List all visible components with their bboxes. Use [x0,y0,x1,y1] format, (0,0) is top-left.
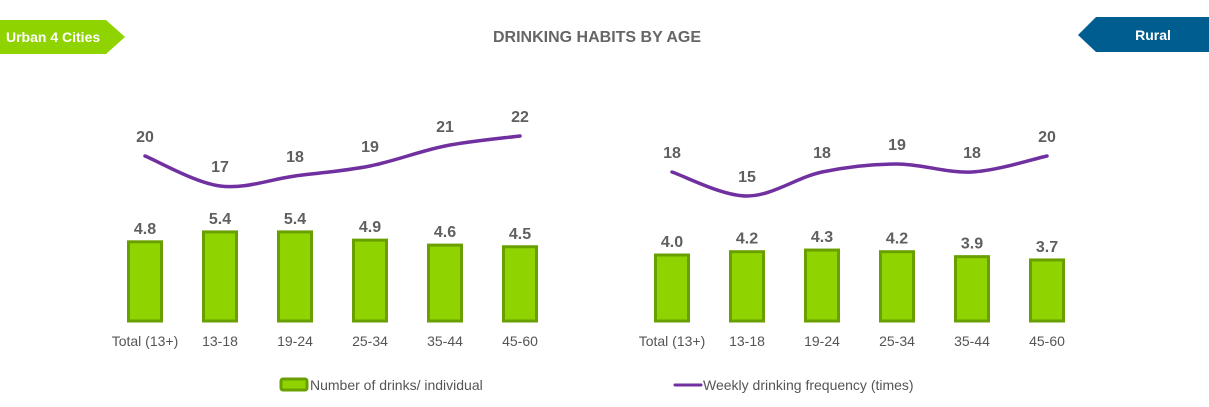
bar [879,250,915,323]
x-tick-label: 25-34 [879,333,915,349]
bar-value-label: 4.6 [434,224,456,241]
x-tick-label: Total (13+) [112,333,179,349]
bar-value-label: 4.3 [811,229,833,246]
x-tick-label: 13-18 [202,333,238,349]
line-value-label: 20 [1038,129,1056,146]
rural-badge-label: Rural [1135,27,1171,43]
bar [1029,258,1065,323]
x-tick-label: 19-24 [277,333,313,349]
legend-line-label: Weekly drinking frequency (times) [703,377,914,393]
bar-value-label: 4.0 [661,234,683,251]
line-value-label: 18 [663,145,681,162]
x-tick-label: 45-60 [1029,333,1065,349]
frequency-line [670,154,1049,198]
x-tick-label: 45-60 [502,333,538,349]
frequency-line [143,134,522,189]
x-tick-label: 35-44 [427,333,463,349]
line-value-label: 18 [963,145,981,162]
x-tick-label: 19-24 [804,333,840,349]
bar-value-label: 3.7 [1036,239,1058,256]
bar-value-label: 4.2 [736,231,758,248]
rural-badge [1078,17,1209,52]
bar [654,253,690,323]
urban-badge [0,20,125,54]
bar [127,240,163,323]
urban-badge-label: Urban 4 Cities [6,29,100,45]
bar-value-label: 5.4 [284,211,306,228]
bar [352,238,388,323]
bar-value-label: 4.2 [886,231,908,248]
bar [729,250,765,323]
bar-value-label: 5.4 [209,211,231,228]
legend-bar-swatch [279,377,309,392]
bar [502,245,538,323]
line-value-label: 17 [211,159,229,176]
bar [202,230,238,323]
line-value-label: 18 [286,149,304,166]
line-value-label: 19 [888,137,906,154]
line-value-label: 15 [738,169,756,186]
x-tick-label: 25-34 [352,333,388,349]
bar [427,243,463,323]
bar-value-label: 3.9 [961,236,983,253]
x-tick-label: Total (13+) [639,333,706,349]
line-value-label: 22 [511,109,529,126]
legend-bar-label: Number of drinks/ individual [310,377,483,393]
x-tick-label: 13-18 [729,333,765,349]
chart-title: DRINKING HABITS BY AGE [493,29,701,46]
bar [804,248,840,323]
bar [954,255,990,323]
line-value-label: 18 [813,145,831,162]
line-value-label: 21 [436,119,454,136]
bar-value-label: 4.5 [509,226,531,243]
bar [277,230,313,323]
bar-value-label: 4.9 [359,219,381,236]
line-value-label: 20 [136,129,154,146]
bar-value-label: 4.8 [134,221,156,238]
line-value-label: 19 [361,139,379,156]
x-tick-label: 35-44 [954,333,990,349]
